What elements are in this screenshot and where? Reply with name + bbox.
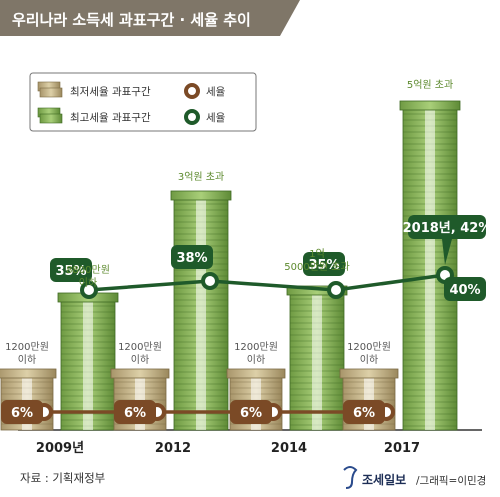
rate-high-label-2: 35% bbox=[303, 252, 345, 276]
svg-text:6%: 6% bbox=[124, 406, 146, 421]
x-tick-label-2: 2014 bbox=[271, 441, 307, 456]
rate-low-label-2: 6% bbox=[230, 400, 272, 424]
lowest-bracket-label-0: 1200만원 이하 bbox=[5, 341, 49, 366]
annotation-2018: 2018년, 42% bbox=[403, 215, 492, 265]
graphic-credit: /그래픽=이민경 bbox=[416, 474, 486, 487]
svg-text:2018년, 42%: 2018년, 42% bbox=[403, 221, 492, 236]
legend-rate-high-label: 세율 bbox=[206, 112, 226, 124]
x-tick-label-3: 2017 bbox=[384, 441, 420, 456]
highest-bracket-label-2: 1억 5000만원 초과 bbox=[284, 248, 349, 273]
svg-text:6%: 6% bbox=[240, 406, 262, 421]
rate-low-label-0: 6% bbox=[1, 400, 43, 424]
rate-high-label-3: 40% bbox=[444, 277, 486, 301]
rate-high-label-1: 38% bbox=[171, 245, 213, 269]
svg-text:35%: 35% bbox=[308, 258, 339, 273]
source-note: 자료 : 기획재정부 bbox=[20, 471, 105, 485]
rate-low-label-3: 6% bbox=[343, 400, 385, 424]
highest-bracket-label-1: 3억원 초과 bbox=[178, 171, 224, 183]
page-title: 우리나라 소득세 과표구간 · 세율 추이 bbox=[12, 11, 251, 29]
highest-bracket-stack-1 bbox=[170, 190, 232, 431]
legend-rate-low-label: 세율 bbox=[206, 86, 226, 98]
svg-text:35%: 35% bbox=[55, 264, 86, 279]
header-band bbox=[0, 0, 300, 36]
highest-bracket-stack-0 bbox=[57, 292, 119, 431]
lowest-bracket-label-1: 1200만원 이하 bbox=[118, 341, 162, 366]
x-tick-label-0: 2009년 bbox=[36, 441, 84, 456]
legend: 최저세율 과표구간 최고세율 과표구간 세율 세율 bbox=[29, 72, 257, 132]
x-tick-label-1: 2012 bbox=[155, 441, 191, 456]
svg-text:6%: 6% bbox=[353, 406, 375, 421]
rate-low-label-1: 6% bbox=[114, 400, 156, 424]
legend-lowest-bracket-label: 최저세율 과표구간 bbox=[70, 86, 151, 98]
rate-high-label-0: 35% bbox=[50, 258, 92, 282]
highest-bracket-stack-3 bbox=[399, 100, 461, 431]
highest-bracket-label-0: 8800만원 이하 bbox=[66, 264, 110, 289]
svg-text:40%: 40% bbox=[449, 283, 480, 298]
svg-text:6%: 6% bbox=[11, 406, 33, 421]
svg-text:38%: 38% bbox=[176, 251, 207, 266]
highest-bracket-stack-2 bbox=[286, 285, 348, 431]
rate-high-line bbox=[88, 273, 446, 292]
legend-rate-high-marker bbox=[184, 109, 200, 125]
lowest-bracket-label-3: 1200만원 이하 bbox=[347, 341, 391, 366]
rate-high-point-1 bbox=[201, 272, 219, 290]
brand-name: 조세일보 bbox=[362, 472, 406, 487]
lowest-bracket-label-2: 1200만원 이하 bbox=[234, 341, 278, 366]
legend-rate-low-marker bbox=[184, 83, 200, 99]
rate-high-point-0 bbox=[80, 281, 98, 299]
rate-high-point-2 bbox=[327, 281, 345, 299]
brand-logo-icon bbox=[343, 466, 358, 489]
legend-highest-bracket-icon bbox=[37, 107, 63, 124]
legend-highest-bracket-label: 최고세율 과표구간 bbox=[70, 112, 151, 124]
legend-lowest-bracket-icon bbox=[37, 81, 63, 98]
highest-bracket-label-3: 5억원 초과 bbox=[407, 79, 453, 91]
